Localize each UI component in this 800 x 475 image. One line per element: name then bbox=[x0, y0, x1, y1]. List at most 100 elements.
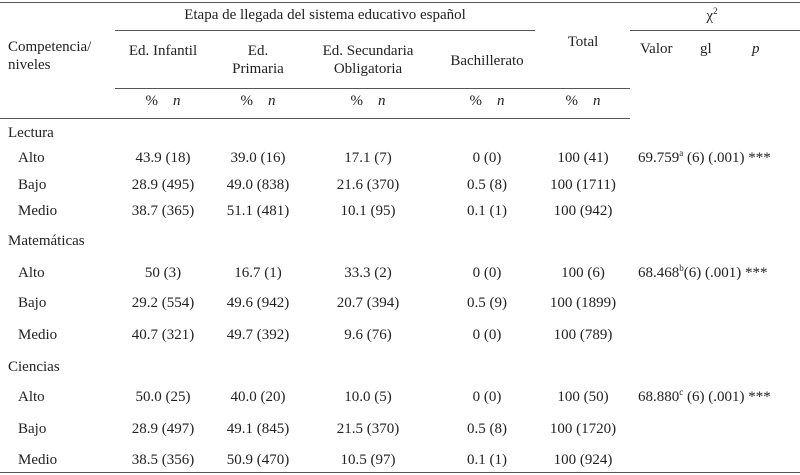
row-label: Medio bbox=[18, 327, 58, 343]
chi-number: 68.880 bbox=[638, 389, 680, 405]
data-cell: 29.2 (554) bbox=[131, 295, 195, 311]
data-cell: 9.6 (76) bbox=[344, 327, 392, 343]
unit-header: % n bbox=[123, 92, 203, 110]
data-cell: 49.0 (838) bbox=[226, 177, 290, 193]
n-symbol: n bbox=[268, 93, 276, 109]
data-cell: 43.9 (18) bbox=[135, 150, 191, 166]
data-cell: 49.7 (392) bbox=[226, 327, 290, 343]
data-cell: 0.5 (8) bbox=[467, 421, 507, 437]
group-label: Lectura bbox=[8, 125, 54, 141]
column-header: Ed. Secundaria Obligatoria bbox=[322, 43, 414, 77]
data-cell: 0.1 (1) bbox=[467, 452, 507, 468]
data-cell: 40.0 (20) bbox=[230, 389, 286, 405]
chi-column-header: p bbox=[752, 41, 760, 57]
chi-number: 69.759 bbox=[638, 150, 680, 166]
group-label: Ciencias bbox=[8, 359, 60, 375]
row-label: Medio bbox=[18, 203, 58, 219]
data-cell: 16.7 (1) bbox=[234, 265, 282, 281]
unit-header: % n bbox=[328, 92, 408, 110]
data-cell: 100 (50) bbox=[557, 389, 609, 405]
data-cell: 100 (1899) bbox=[549, 295, 617, 311]
n-symbol: n bbox=[378, 93, 386, 109]
data-cell: 17.1 (7) bbox=[344, 150, 392, 166]
data-cell: 10.1 (95) bbox=[340, 203, 396, 219]
footnote-mark: b bbox=[679, 263, 684, 273]
percent: % bbox=[350, 93, 364, 109]
rule bbox=[0, 472, 800, 473]
data-cell: 100 (924) bbox=[553, 452, 613, 468]
rule bbox=[0, 118, 630, 119]
data-cell: 100 (6) bbox=[561, 265, 605, 281]
data-cell: 100 (942) bbox=[553, 203, 613, 219]
chi-details: (6) (.001) *** bbox=[683, 389, 771, 405]
row-label: Medio bbox=[18, 452, 58, 468]
data-cell: 50.0 (25) bbox=[135, 389, 191, 405]
chi-column-header: gl bbox=[700, 41, 712, 57]
data-cell: 21.6 (370) bbox=[336, 177, 400, 193]
group-header: Etapa de llegada del sistema educativo e… bbox=[184, 7, 466, 23]
data-cell: 0.5 (9) bbox=[467, 295, 507, 311]
rule bbox=[115, 88, 630, 89]
data-cell: 0.1 (1) bbox=[467, 203, 507, 219]
percent: % bbox=[469, 93, 483, 109]
row-label: Alto bbox=[18, 150, 45, 166]
group-label: Matemáticas bbox=[8, 233, 85, 249]
data-cell: 0 (0) bbox=[472, 327, 502, 343]
data-cell: 21.5 (370) bbox=[336, 421, 400, 437]
chi-value: 68.468b(6) (.001) *** bbox=[638, 264, 800, 282]
percent: % bbox=[145, 93, 159, 109]
unit-header: % n bbox=[218, 92, 298, 110]
row-label-header: Competencia/ niveles bbox=[8, 39, 92, 73]
data-cell: 28.9 (495) bbox=[131, 177, 195, 193]
data-cell: 10.5 (97) bbox=[340, 452, 396, 468]
column-header: Ed. Primaria bbox=[232, 43, 284, 77]
n-symbol: n bbox=[593, 93, 601, 109]
data-cell: 39.0 (16) bbox=[230, 150, 286, 166]
percent: % bbox=[565, 93, 579, 109]
data-cell: 10.0 (5) bbox=[344, 389, 392, 405]
data-cell: 0 (0) bbox=[472, 150, 502, 166]
data-cell: 100 (41) bbox=[557, 150, 609, 166]
chi-symbol: χ bbox=[706, 8, 714, 24]
data-cell: 20.7 (394) bbox=[336, 295, 400, 311]
total-header: Total bbox=[567, 34, 599, 50]
data-cell: 50.9 (470) bbox=[226, 452, 290, 468]
chi-header: χ2 bbox=[672, 7, 752, 25]
data-cell: 0 (0) bbox=[472, 265, 502, 281]
row-label: Bajo bbox=[18, 421, 47, 437]
data-cell: 49.1 (845) bbox=[226, 421, 290, 437]
row-label: Bajo bbox=[18, 177, 47, 193]
data-cell: 49.6 (942) bbox=[226, 295, 290, 311]
row-label: Bajo bbox=[18, 295, 47, 311]
data-cell: 100 (1711) bbox=[550, 177, 616, 193]
column-header: Bachillerato bbox=[450, 53, 524, 69]
data-cell: 33.3 (2) bbox=[344, 265, 392, 281]
n-symbol: n bbox=[497, 93, 505, 109]
rule bbox=[0, 2, 800, 3]
data-cell: 28.9 (497) bbox=[131, 421, 195, 437]
chi-value: 69.759a (6) (.001) *** bbox=[638, 149, 800, 167]
percent: % bbox=[240, 93, 254, 109]
chi-column-header: Valor bbox=[640, 41, 673, 57]
rule bbox=[115, 30, 535, 31]
data-cell: 0 (0) bbox=[472, 389, 502, 405]
rule bbox=[630, 30, 800, 31]
data-cell: 100 (1720) bbox=[549, 421, 617, 437]
row-label: Alto bbox=[18, 265, 45, 281]
footnote-mark: a bbox=[679, 148, 684, 158]
unit-header: % n bbox=[543, 92, 623, 110]
data-cell: 0.5 (8) bbox=[467, 177, 507, 193]
data-cell: 50 (3) bbox=[144, 265, 182, 281]
chi-value: 68.880c (6) (.001) *** bbox=[638, 388, 800, 406]
chi-superscript: 2 bbox=[713, 6, 718, 16]
data-cell: 100 (789) bbox=[553, 327, 613, 343]
chi-number: 68.468 bbox=[638, 265, 680, 281]
n-symbol: n bbox=[173, 93, 181, 109]
row-label: Alto bbox=[18, 389, 45, 405]
data-cell: 38.5 (356) bbox=[131, 452, 195, 468]
data-cell: 51.1 (481) bbox=[226, 203, 290, 219]
data-cell: 40.7 (321) bbox=[131, 327, 195, 343]
footnote-mark: c bbox=[679, 387, 684, 397]
chi-details: (6) (.001) *** bbox=[683, 150, 771, 166]
